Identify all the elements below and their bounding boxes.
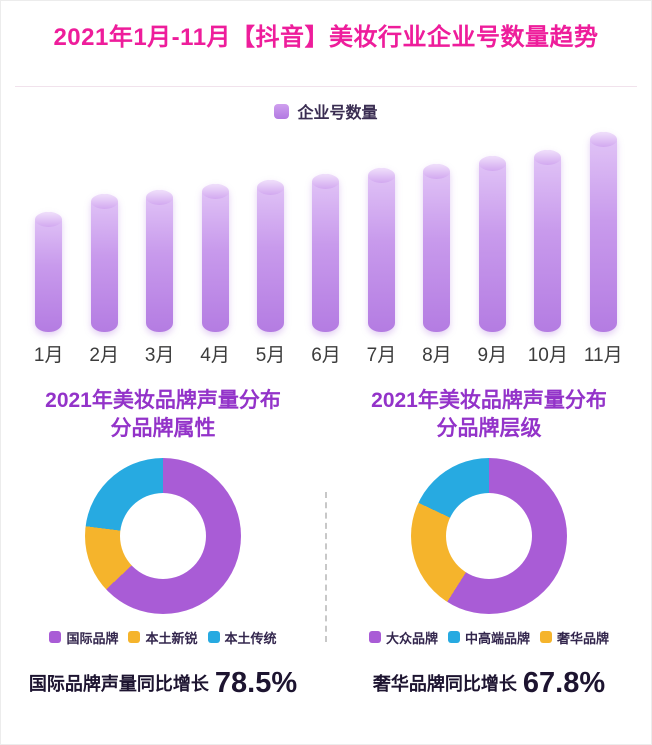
bar-slot bbox=[312, 132, 340, 332]
legend-swatch-purple-icon bbox=[274, 103, 290, 119]
legend-item: 中高端品牌 bbox=[447, 628, 530, 647]
bar-slot bbox=[423, 132, 451, 332]
legend-swatch-icon bbox=[447, 631, 460, 644]
bar-slot bbox=[201, 132, 229, 332]
right-panel-title: 2021年美妆品牌声量分布 分品牌层级 bbox=[327, 387, 651, 444]
bar-chart: 1月 2月 3月 4月 5月 6月 7月 8月 9月 10月 11月 bbox=[21, 132, 631, 367]
right-donut-chart bbox=[411, 457, 567, 614]
right-donut-panel: 2021年美妆品牌声量分布 分品牌层级 大众品牌 中高端品牌 奢华品牌 奢华品牌同比… bbox=[327, 387, 651, 700]
bar-column: 10月 bbox=[520, 132, 575, 367]
bar-column: 8月 bbox=[409, 132, 464, 367]
right-growth-text: 奢华品牌同比增长 67.8% bbox=[327, 667, 651, 700]
bar bbox=[589, 132, 617, 332]
legend-label: 本土新锐 bbox=[145, 630, 198, 646]
bar-column: 3月 bbox=[132, 132, 187, 367]
bar-slot bbox=[589, 132, 617, 332]
bar bbox=[90, 194, 118, 332]
bar bbox=[423, 164, 451, 332]
left-growth-value: 78.5% bbox=[214, 666, 298, 699]
bar-column: 5月 bbox=[243, 132, 298, 367]
dashed-divider bbox=[325, 492, 327, 642]
bar-slot bbox=[35, 132, 63, 332]
right-growth-value: 67.8% bbox=[522, 666, 606, 699]
right-panel-title-line2: 分品牌层级 bbox=[436, 417, 542, 441]
right-growth-label: 奢华品牌同比增长 bbox=[372, 673, 517, 694]
left-growth-text: 国际品牌声量同比增长 78.5% bbox=[1, 667, 325, 700]
bar-column: 2月 bbox=[76, 132, 131, 367]
legend-label: 大众品牌 bbox=[385, 630, 438, 646]
bar bbox=[257, 180, 285, 332]
bar-slot bbox=[367, 132, 395, 332]
x-axis-label: 11月 bbox=[583, 345, 623, 366]
bar-column: 11月 bbox=[576, 132, 631, 367]
bar-slot bbox=[257, 132, 285, 332]
bar bbox=[312, 174, 340, 332]
legend-label: 奢华品牌 bbox=[557, 630, 610, 646]
bar-slot bbox=[478, 132, 506, 332]
left-panel-title-line1: 2021年美妆品牌声量分布 bbox=[45, 389, 281, 412]
x-axis-label: 10月 bbox=[527, 345, 568, 366]
page-title: 2021年1月-11月【抖音】美妆行业企业号数量趋势 bbox=[53, 24, 599, 51]
left-donut-legend: 国际品牌 本土新锐 本土传统 bbox=[1, 628, 325, 647]
left-donut-panel: 2021年美妆品牌声量分布 分品牌属性 国际品牌 本土新锐 本土传统 国际品牌声量同… bbox=[1, 387, 325, 700]
x-axis-label: 9月 bbox=[477, 345, 508, 366]
bar-column: 4月 bbox=[187, 132, 242, 367]
legend-swatch-icon bbox=[49, 631, 62, 644]
x-axis-label: 5月 bbox=[255, 345, 286, 366]
bar-slot bbox=[146, 132, 174, 332]
bar bbox=[367, 168, 395, 332]
legend-label: 本土传统 bbox=[224, 630, 277, 646]
left-panel-title: 2021年美妆品牌声量分布 分品牌属性 bbox=[1, 387, 325, 444]
x-axis-label: 8月 bbox=[422, 345, 452, 366]
legend-item: 本土传统 bbox=[207, 628, 277, 647]
bar-slot bbox=[90, 132, 118, 332]
legend-item: 国际品牌 bbox=[49, 628, 118, 647]
donut-section: 2021年美妆品牌声量分布 分品牌属性 国际品牌 本土新锐 本土传统 国际品牌声量同… bbox=[1, 387, 651, 700]
legend-item: 大众品牌 bbox=[368, 628, 438, 647]
left-growth-label: 国际品牌声量同比增长 bbox=[28, 673, 209, 694]
bar bbox=[534, 150, 562, 332]
x-axis-label: 6月 bbox=[311, 345, 341, 366]
legend-item: 本土新锐 bbox=[128, 628, 198, 647]
bar-chart-legend: 企业号数量 bbox=[1, 99, 651, 123]
legend-swatch-icon bbox=[207, 631, 220, 644]
bar bbox=[146, 190, 174, 332]
legend-label: 国际品牌 bbox=[66, 630, 119, 646]
right-panel-title-line1: 2021年美妆品牌声量分布 bbox=[371, 389, 607, 412]
x-axis-label: 1月 bbox=[33, 345, 64, 366]
legend-swatch-icon bbox=[128, 631, 141, 644]
legend-swatch-icon bbox=[540, 631, 552, 644]
x-axis-label: 4月 bbox=[200, 345, 230, 366]
bar bbox=[201, 184, 229, 332]
x-axis-label: 3月 bbox=[144, 345, 175, 366]
x-axis-label: 2月 bbox=[89, 345, 119, 366]
legend-item: 奢华品牌 bbox=[540, 628, 609, 647]
divider-line bbox=[15, 86, 637, 87]
left-donut-chart bbox=[85, 457, 241, 614]
legend-label: 中高端品牌 bbox=[464, 630, 530, 646]
bar-slot bbox=[534, 132, 562, 332]
x-axis-label: 7月 bbox=[366, 345, 397, 366]
right-donut-legend: 大众品牌 中高端品牌 奢华品牌 bbox=[327, 628, 651, 647]
bar-column: 6月 bbox=[298, 132, 353, 367]
bar bbox=[478, 156, 506, 332]
bar-legend-label: 企业号数量 bbox=[297, 105, 378, 122]
left-panel-title-line2: 分品牌属性 bbox=[110, 417, 216, 441]
bar-column: 9月 bbox=[465, 132, 520, 367]
legend-swatch-icon bbox=[368, 631, 381, 644]
bar-column: 7月 bbox=[354, 132, 409, 367]
bar bbox=[35, 212, 63, 332]
bar-column: 1月 bbox=[21, 132, 76, 367]
